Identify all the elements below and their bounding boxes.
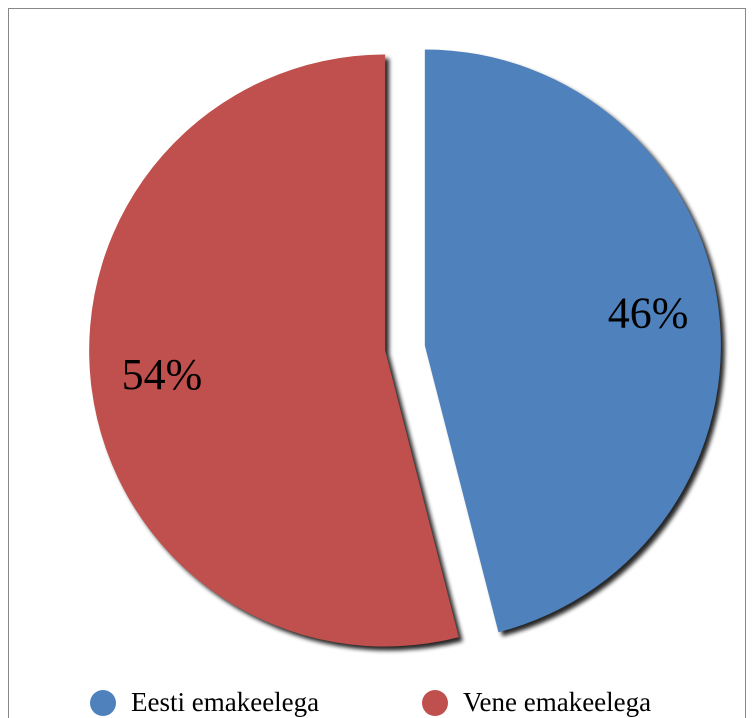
legend-swatch [90,690,116,716]
frame [8,8,746,718]
labels: 46% 54% [122,288,689,398]
slices [89,49,721,647]
slice [89,54,459,647]
legend-label: Eesti emakeelega [131,687,319,717]
legend-label: Vene emakeelega [463,687,651,717]
slice [424,49,721,633]
data-label: 46% [608,288,689,337]
data-label: 54% [122,350,203,399]
legend: Eesti emakeelega Vene emakeelega [90,687,651,717]
legend-swatch [422,690,448,716]
